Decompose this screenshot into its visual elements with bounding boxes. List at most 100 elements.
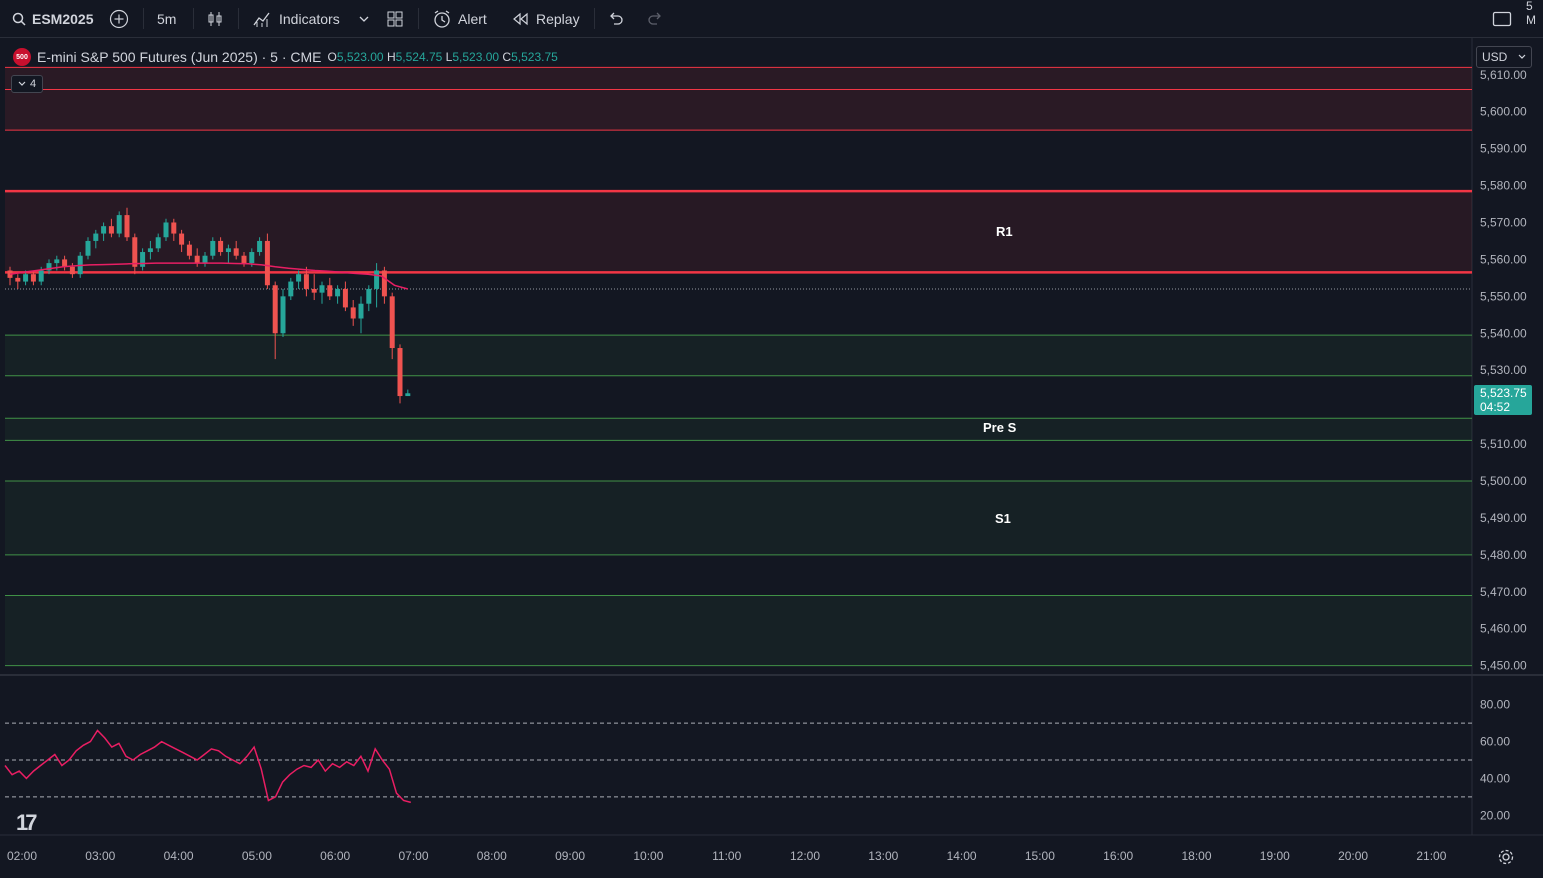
candle-body <box>303 274 309 289</box>
candle-body <box>147 248 153 253</box>
price-axis-label: 5,480.00 <box>1480 548 1527 562</box>
support-zone <box>5 335 1472 376</box>
rsi-axis-label: 20.00 <box>1480 808 1510 822</box>
candle-body <box>132 237 138 267</box>
price-axis-label: 5,510.00 <box>1480 437 1527 451</box>
candle-body <box>54 259 60 264</box>
indicators-count: 4 <box>29 78 37 90</box>
time-axis-label: 05:00 <box>242 849 272 863</box>
alert-button[interactable]: Alert <box>432 0 487 37</box>
rewind-icon <box>513 12 528 25</box>
candle-body <box>116 215 122 234</box>
candle-body <box>350 307 356 319</box>
resistance-zone <box>5 67 1472 90</box>
candle-body <box>288 281 294 297</box>
candle-body <box>85 240 91 256</box>
candle-body <box>405 393 411 397</box>
undo-icon <box>610 12 623 25</box>
currency-label: USD <box>1482 50 1508 64</box>
candle-body <box>366 288 372 304</box>
candle-body <box>62 259 68 267</box>
price-axis-label: 5,590.00 <box>1480 142 1527 156</box>
interval-button[interactable]: 5m <box>157 0 176 37</box>
time-axis-label: 18:00 <box>1181 849 1211 863</box>
top-right-cutoff-text: 5 M <box>1526 0 1536 27</box>
candle-body <box>210 240 216 256</box>
candle-body <box>101 226 107 234</box>
candle-body <box>264 240 270 286</box>
time-axis-label: 03:00 <box>85 849 115 863</box>
rsi-line <box>4 729 411 804</box>
zone-label-s1: S1 <box>995 511 1011 526</box>
candle-body <box>358 303 364 319</box>
candle-body <box>179 233 185 245</box>
last-price-tag: 5,523.75 04:52 <box>1474 385 1532 415</box>
time-axis-label: 02:00 <box>7 849 37 863</box>
candle-body <box>163 222 169 238</box>
time-axis-label: 06:00 <box>320 849 350 863</box>
candle-body <box>233 248 239 256</box>
chevron-down-icon <box>18 81 26 86</box>
chevron-down-icon <box>1518 54 1526 59</box>
candle-body <box>381 270 387 297</box>
symbol-label: ESM2025 <box>32 10 94 27</box>
moving-average-line <box>9 262 409 290</box>
candle-body <box>93 233 99 241</box>
toolbar-divider <box>143 8 144 29</box>
candle-body <box>327 285 333 297</box>
toolbar-divider <box>418 8 419 29</box>
plus-circle-icon <box>109 9 129 28</box>
candle-body <box>194 255 200 264</box>
candle-body <box>389 296 395 349</box>
candle-body <box>241 255 247 264</box>
time-axis-label: 15:00 <box>1025 849 1055 863</box>
candle-body <box>249 252 255 264</box>
candle-body <box>272 285 278 334</box>
chevron-down-icon <box>359 16 369 22</box>
candle-body <box>218 240 224 253</box>
candle-body <box>155 237 161 249</box>
bar-countdown: 04:52 <box>1480 400 1511 414</box>
rsi-axis-label: 60.00 <box>1480 735 1510 749</box>
candles-icon <box>208 11 222 26</box>
chart-area[interactable] <box>0 38 1543 878</box>
settings-gear-icon[interactable] <box>1497 848 1515 866</box>
candle-body <box>69 266 75 275</box>
undo-button[interactable] <box>607 0 625 37</box>
support-zone <box>5 595 1472 666</box>
candle-body <box>397 348 403 397</box>
currency-select[interactable]: USD <box>1476 46 1532 68</box>
redo-button[interactable] <box>646 0 664 37</box>
price-axis-label: 5,460.00 <box>1480 622 1527 636</box>
layouts-button[interactable] <box>386 0 404 37</box>
price-axis-label: 5,470.00 <box>1480 585 1527 599</box>
indicators-button[interactable]: Indicators <box>253 0 340 37</box>
compare-symbol-button[interactable] <box>109 0 129 37</box>
candle-body <box>225 248 231 253</box>
fullscreen-button[interactable] <box>1492 0 1512 37</box>
indicators-dropdown-button[interactable] <box>358 0 370 37</box>
legend-title: E-mini S&P 500 Futures (Jun 2025) · 5 · … <box>37 49 322 65</box>
candle-body <box>335 288 341 297</box>
candle-body <box>46 263 52 271</box>
symbol-search-button[interactable]: ESM2025 <box>12 0 93 37</box>
time-axis-label: 20:00 <box>1338 849 1368 863</box>
resistance-zone <box>5 89 1472 131</box>
tradingview-logo[interactable]: 17 <box>16 810 38 835</box>
time-axis-label: 14:00 <box>947 849 977 863</box>
candle-body <box>296 274 302 282</box>
replay-button[interactable]: Replay <box>512 0 580 37</box>
chart-type-button[interactable] <box>206 0 224 37</box>
resistance-zone <box>5 191 1472 273</box>
indicators-collapse-toggle[interactable]: 4 <box>11 75 43 93</box>
candle-body <box>319 285 325 293</box>
grid-layout-icon <box>387 11 403 26</box>
indicators-icon <box>253 12 270 27</box>
candle-body <box>23 274 29 282</box>
price-axis-label: 5,450.00 <box>1480 659 1527 673</box>
candle-body <box>30 274 36 282</box>
toolbar-divider <box>238 8 239 29</box>
time-axis-label: 13:00 <box>868 849 898 863</box>
time-axis-label: 07:00 <box>398 849 428 863</box>
